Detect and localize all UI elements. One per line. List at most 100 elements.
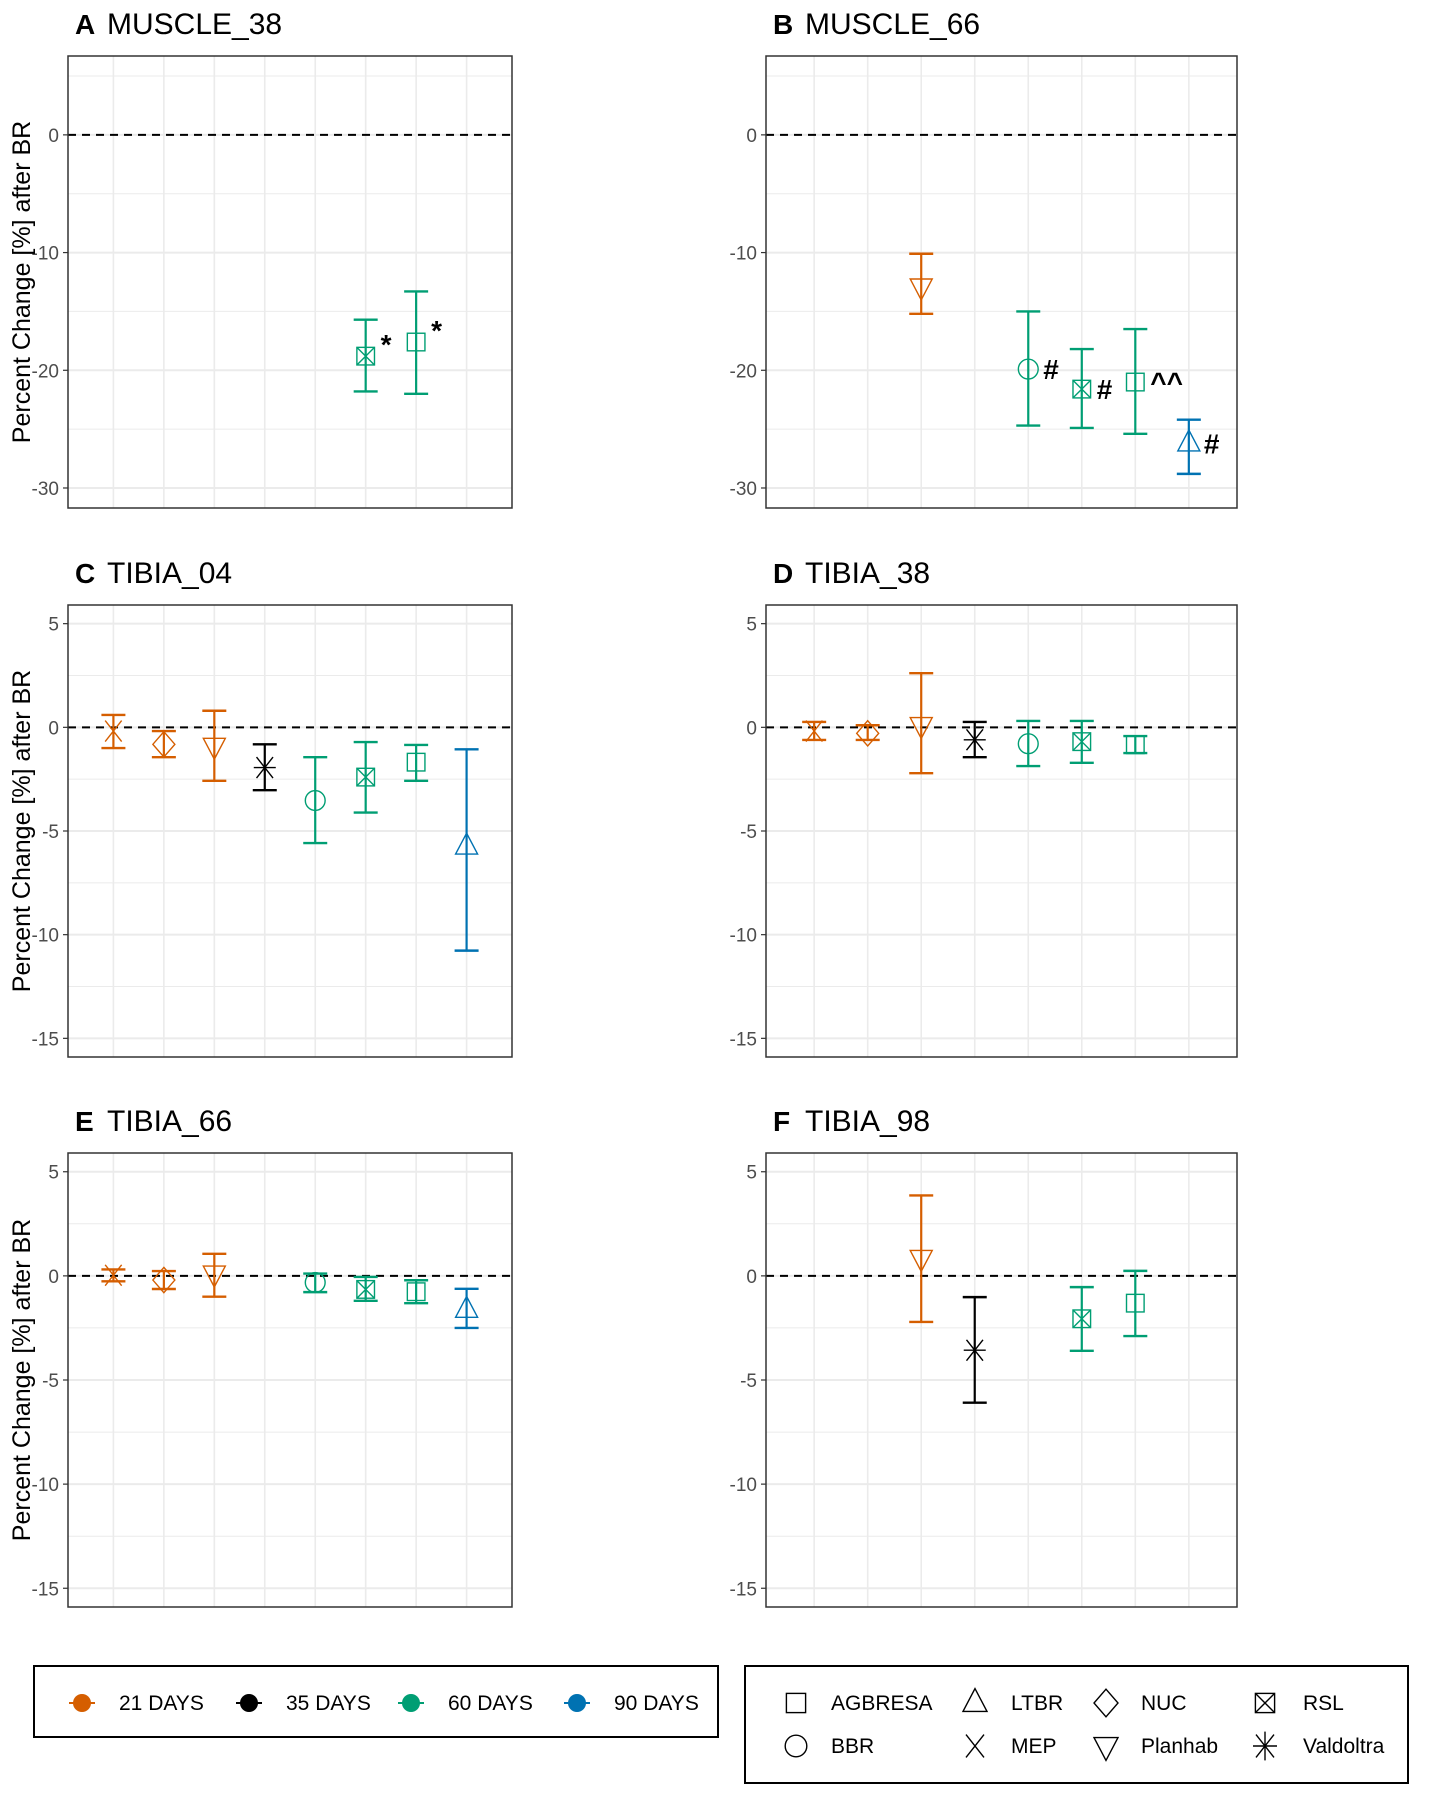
marker-bbr (1017, 733, 1039, 755)
data-point-agbresa (1123, 734, 1148, 755)
panel-border (765, 1152, 1238, 1608)
legend-item-agbresa: AGBRESA (785, 1692, 933, 1715)
marker-square (1125, 372, 1145, 392)
y-tick-label: -15 (730, 1579, 757, 1600)
y-tick-label: -15 (730, 1029, 757, 1050)
marker-triangle (961, 1687, 989, 1713)
diamond-icon (1093, 1688, 1119, 1718)
legend-item-90-days: 90 DAYS (564, 1692, 699, 1715)
data-point-ltbr: # (1176, 418, 1220, 476)
data-point-agbresa: ^^ (1123, 327, 1183, 436)
marker-line (805, 720, 823, 742)
marker-circle (784, 1734, 808, 1758)
marker-diag (1072, 379, 1092, 399)
y-tick-label: -30 (730, 479, 757, 500)
data-point-bbr: # (1016, 310, 1059, 427)
y-tick-label: -15 (32, 1029, 59, 1050)
marker-circle (304, 789, 326, 812)
y-tick-label: 5 (48, 1163, 59, 1184)
panel-border (67, 1152, 513, 1608)
y-tick-label: 0 (48, 126, 59, 147)
panel-border (67, 604, 513, 1058)
marker-square (785, 1692, 807, 1714)
data-point-nuc (151, 729, 176, 759)
data-point-valdoltra (962, 1295, 987, 1404)
marker-bbr (1017, 358, 1039, 380)
legend-box (33, 1665, 719, 1738)
marker-diamond (855, 719, 880, 748)
marker-square (1072, 1309, 1092, 1329)
legend-duration: 21 DAYS 35 DAYS 60 DAYS 90 DAYS (33, 1665, 719, 1738)
panel-letter: C (75, 558, 95, 589)
y-tick-label: 5 (746, 1163, 757, 1184)
panel-letter: E (75, 1106, 94, 1137)
panel-e: E TIBIA_66 5 0 -5 -10 -15 Percent Change [%] af… (8, 1105, 513, 1608)
data-point-planhab (909, 672, 934, 775)
square-cross-icon (1254, 1692, 1276, 1714)
marker-diag (1254, 1692, 1276, 1714)
data-point-rsl: * (353, 318, 392, 393)
significance-annotation: # (1043, 354, 1059, 385)
legend-key-dot (240, 1694, 258, 1712)
marker-bbr (304, 1271, 326, 1294)
y-tick-label: -10 (730, 926, 757, 947)
marker-agbresa (1125, 735, 1145, 755)
legend-item-mep: MEP (965, 1734, 1057, 1758)
legend-label: 90 DAYS (614, 1692, 699, 1715)
marker-nuc (855, 719, 880, 748)
y-tick-label: -5 (740, 1371, 757, 1392)
y-tick-label: -5 (42, 1371, 59, 1392)
data-point-rsl (353, 1275, 378, 1303)
legend-label: 60 DAYS (448, 1692, 533, 1715)
marker-ltbr (454, 1294, 479, 1319)
marker-diamond (1093, 1688, 1119, 1718)
y-tick-label: 0 (746, 718, 757, 739)
marker-rsl (1072, 1309, 1092, 1329)
y-tick-label: 0 (48, 1267, 59, 1288)
panel-title: TIBIA_98 (805, 1105, 930, 1138)
y-axis-title: Percent Change [%] after BR (8, 670, 36, 992)
data-point-rsl (1069, 1285, 1094, 1353)
marker-triangle (1176, 428, 1201, 452)
data-point-valdoltra (252, 743, 277, 792)
marker-square (1125, 1293, 1145, 1313)
legend-item-nuc: NUC (1093, 1688, 1187, 1718)
legend-label: RSL (1303, 1692, 1344, 1715)
legend-item-rsl: RSL (1254, 1692, 1344, 1715)
legend-key-dot (402, 1694, 420, 1712)
triangle-up-icon (961, 1687, 989, 1713)
data-point-mep (101, 1264, 126, 1287)
legend-label: AGBRESA (831, 1692, 933, 1715)
marker-square (356, 767, 376, 787)
marker-planhab (909, 1249, 934, 1273)
y-tick-label: 0 (746, 126, 757, 147)
data-point-agbresa (404, 1279, 429, 1305)
panel-border (765, 604, 1238, 1058)
legend-label: 21 DAYS (119, 1692, 204, 1715)
legend-label: Planhab (1141, 1735, 1218, 1758)
data-point-planhab (202, 1252, 227, 1298)
marker-circle (1017, 358, 1039, 380)
marker-diag (1072, 1309, 1092, 1329)
data-point-nuc (151, 1266, 176, 1294)
data-point-ltbr (454, 1287, 479, 1330)
marker-agbresa (406, 1282, 426, 1302)
data-point-mep (802, 720, 827, 742)
legend-label: NUC (1141, 1692, 1187, 1715)
marker-square (1072, 379, 1092, 399)
marker-circle (304, 1271, 326, 1294)
data-point-planhab (202, 709, 227, 783)
triangle-down-icon (1092, 1736, 1120, 1762)
panel-letter: B (773, 9, 793, 40)
marker-agbresa (1125, 1293, 1145, 1313)
marker-square (406, 1282, 426, 1302)
marker-rsl (356, 346, 376, 366)
y-axis-title: Percent Change [%] after BR (8, 121, 36, 443)
cross-icon (965, 1734, 985, 1758)
legend-item-bbr: BBR (784, 1734, 874, 1758)
marker-valdoltra (963, 1337, 986, 1364)
panel-border (67, 55, 513, 509)
panel-a: A MUSCLE_38 0 -10 -20 -30 Percent Change [%] a… (8, 8, 513, 509)
legend-box (744, 1665, 1409, 1784)
y-tick-label: 5 (48, 615, 59, 636)
